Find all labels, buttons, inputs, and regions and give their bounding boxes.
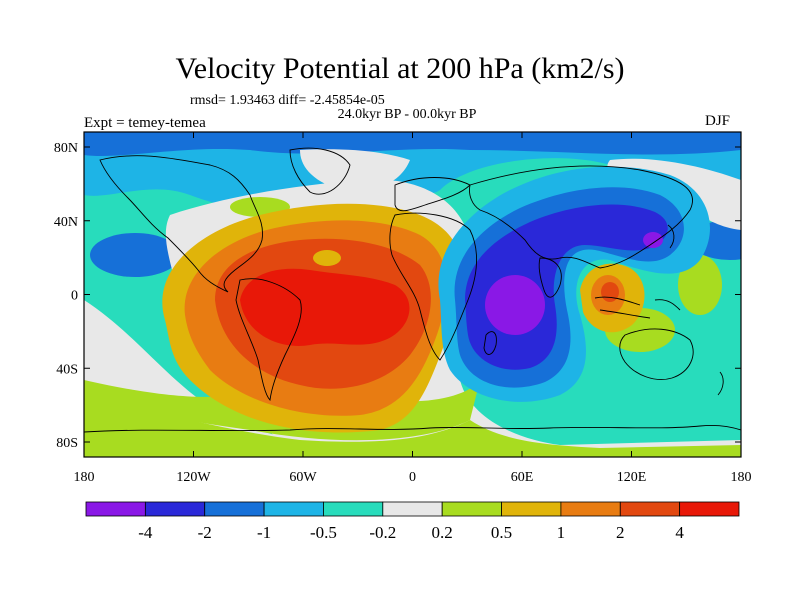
coast-europe (394, 177, 471, 212)
experiment-label: Expt = temey-temea (84, 115, 206, 131)
colorbar-label: -0.5 (310, 523, 337, 542)
x-tick-label: 180 (74, 470, 95, 485)
colorbar-swatch (679, 501, 740, 517)
field-violet-core (485, 275, 545, 335)
coast-new-zealand (717, 371, 724, 396)
colorbar-swatch (144, 501, 206, 517)
coast-india (538, 257, 562, 298)
colorbar-swatch (263, 501, 324, 517)
coast-south-america (235, 278, 302, 401)
season-label: DJF (705, 113, 731, 129)
y-tick-label: 80S (56, 436, 78, 451)
y-tick-label: 0 (71, 289, 78, 304)
x-tick-label: 120W (176, 470, 211, 485)
colorbar-label: 0.2 (432, 523, 453, 542)
x-tick-label: 180 (731, 470, 752, 485)
colorbar-swatch (323, 501, 384, 517)
y-axis: 80N 40N 0 40S 80S (54, 141, 741, 451)
colorbar-label: 1 (557, 523, 566, 542)
x-tick-label: 60W (289, 470, 317, 485)
y-tick-label: 80N (54, 141, 78, 156)
coast-north-america (99, 155, 263, 293)
coast-asia (469, 165, 693, 269)
x-tick-label: 0 (409, 470, 416, 485)
colorbar-swatch (619, 501, 681, 517)
field-green-south (84, 395, 741, 457)
coast-japan (667, 224, 675, 249)
field-yellow-patch (313, 250, 341, 266)
colorbar-label: -4 (138, 523, 153, 542)
field-violet-east (643, 232, 663, 248)
page-title: Velocity Potential at 200 hPa (km2/s) (175, 52, 625, 85)
colorbar-label: -2 (198, 523, 212, 542)
x-tick-label: 60E (511, 470, 534, 485)
field-pacific-low (90, 233, 180, 277)
period-label: 24.0kyr BP - 00.0kyr BP (337, 107, 477, 122)
colorbar-label: 0.5 (491, 523, 512, 542)
colorbar-swatch (441, 501, 502, 517)
coast-greenland (289, 147, 351, 195)
field-maritime-red (601, 282, 619, 302)
colorbar-swatch (560, 501, 621, 517)
colorbar-label: -0.2 (369, 523, 396, 542)
contour-field (84, 132, 741, 457)
coast-africa (389, 212, 478, 361)
field-red-core (240, 268, 410, 346)
y-tick-label: 40S (56, 362, 78, 377)
colorbar-swatch (501, 501, 562, 517)
coast-australia (619, 328, 694, 380)
rmsd-stats: rmsd= 1.93463 diff= -2.45854e-05 (190, 93, 385, 108)
field-grey-north (300, 149, 410, 192)
coastlines (84, 147, 741, 433)
colorbar: -4 -2 -1 -0.5 -0.2 0.2 0.5 1 2 4 (85, 501, 740, 542)
coast-madagascar (483, 331, 497, 355)
x-tick-label: 120E (617, 470, 647, 485)
colorbar-swatch (85, 501, 146, 517)
colorbar-swatch (382, 501, 443, 517)
y-tick-label: 40N (54, 215, 78, 230)
coast-indonesia (594, 296, 681, 319)
coast-antarctica (84, 425, 741, 433)
colorbar-label: -1 (257, 523, 271, 542)
field-arctic (84, 132, 741, 157)
colorbar-swatch (204, 501, 265, 517)
colorbar-label: 2 (616, 523, 625, 542)
field-green-pacific (678, 255, 722, 315)
colorbar-label: 4 (675, 523, 684, 542)
x-axis: 180 120W 60W 0 60E 120E 180 (74, 132, 752, 485)
